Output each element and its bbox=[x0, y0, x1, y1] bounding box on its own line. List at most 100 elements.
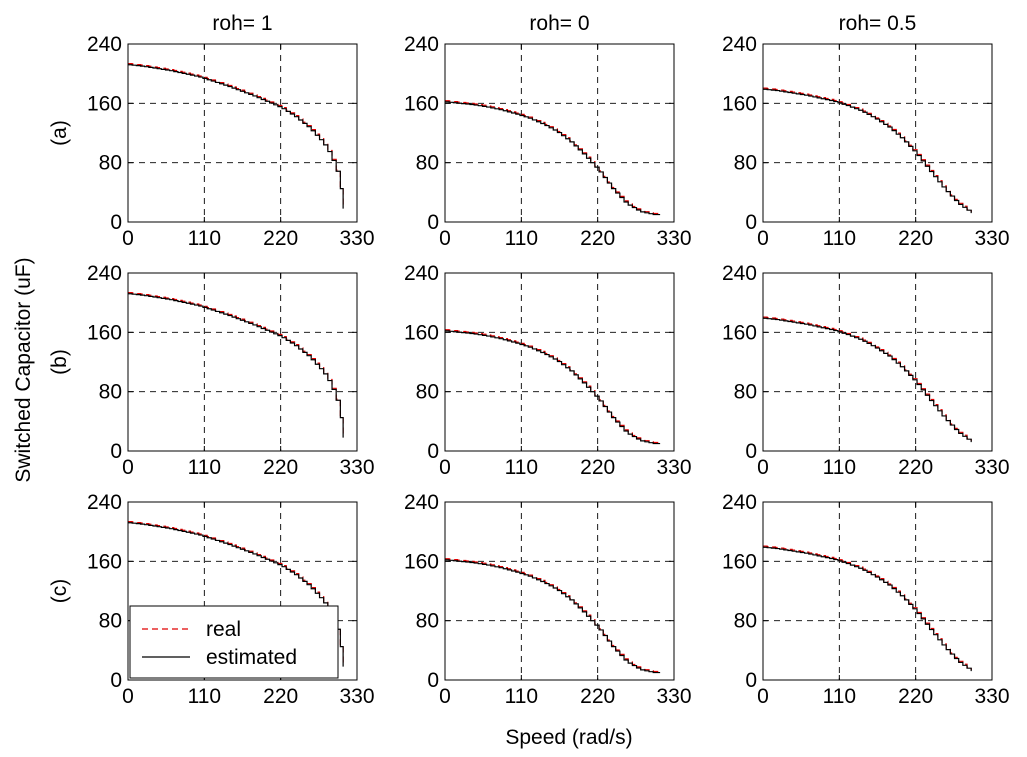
x-tick-label: 220 bbox=[263, 227, 298, 250]
plot-frame bbox=[127, 272, 358, 452]
x-tick-label: 330 bbox=[339, 685, 374, 708]
series-estimated-line bbox=[445, 559, 661, 674]
x-tick-label: 110 bbox=[823, 227, 856, 250]
legend: real estimated bbox=[129, 605, 339, 679]
plot-frame bbox=[444, 272, 675, 452]
series-real-line bbox=[445, 329, 661, 444]
y-tick-label: 160 bbox=[722, 550, 757, 573]
subplot-grid: 0 110 220 330 0 80 160 240 roh= 1 (a) 0 110 220 330 0 8… bbox=[48, 12, 1010, 708]
y-tick-label: 160 bbox=[404, 321, 439, 344]
y-tick-label: 80 bbox=[734, 610, 757, 633]
x-tick-label: 330 bbox=[656, 227, 691, 250]
y-tick-label: 240 bbox=[87, 33, 122, 56]
x-tick-label: 330 bbox=[974, 685, 1009, 708]
row-label: (a) bbox=[48, 120, 71, 146]
x-tick-label: 220 bbox=[263, 685, 298, 708]
subplot-3-1: 0 110 220 330 0 80 160 240 (c) real estimated bbox=[48, 491, 375, 708]
x-tick-label: 220 bbox=[580, 227, 615, 250]
series-estimated-line bbox=[128, 293, 344, 438]
x-tick-label: 110 bbox=[188, 456, 221, 479]
legend-estimated-label: estimated bbox=[206, 646, 297, 669]
subplot-1-2: 0 110 220 330 0 80 160 240 roh= 0 bbox=[404, 12, 692, 250]
y-tick-label: 80 bbox=[99, 610, 122, 633]
x-tick-label: 110 bbox=[823, 456, 856, 479]
legend-real-label: real bbox=[206, 618, 241, 641]
series-estimated-line bbox=[763, 546, 972, 672]
y-tick-label: 240 bbox=[404, 491, 439, 514]
y-tick-label: 80 bbox=[416, 610, 439, 633]
subplot-2-2: 0 110 220 330 0 80 160 240 bbox=[404, 262, 692, 479]
x-tick-label: 220 bbox=[580, 685, 615, 708]
series-estimated-line bbox=[763, 317, 972, 443]
subplot-2-1: 0 110 220 330 0 80 160 240 (b) bbox=[48, 262, 375, 479]
y-tick-label: 240 bbox=[404, 262, 439, 285]
y-tick-label: 0 bbox=[427, 211, 439, 234]
column-title: roh= 1 bbox=[212, 12, 272, 35]
subplot-2-3: 0 110 220 330 0 80 160 240 bbox=[722, 262, 1010, 479]
x-tick-label: 220 bbox=[898, 456, 933, 479]
x-tick-label: 110 bbox=[505, 227, 538, 250]
x-tick-label: 0 bbox=[757, 685, 769, 708]
y-tick-label: 160 bbox=[722, 321, 757, 344]
series-real-line bbox=[763, 87, 972, 212]
series-estimated-line bbox=[128, 522, 344, 667]
x-tick-label: 110 bbox=[505, 456, 538, 479]
x-tick-label: 330 bbox=[656, 685, 691, 708]
subplot-3-3: 0 110 220 330 0 80 160 240 bbox=[722, 491, 1010, 708]
y-tick-label: 0 bbox=[745, 669, 757, 692]
x-axis-label: Speed (rad/s) bbox=[505, 726, 632, 749]
y-tick-label: 80 bbox=[99, 152, 122, 175]
x-tick-label: 0 bbox=[757, 456, 769, 479]
y-tick-label: 0 bbox=[110, 211, 122, 234]
x-tick-label: 330 bbox=[656, 456, 691, 479]
column-title: roh= 0 bbox=[529, 12, 589, 35]
x-tick-label: 220 bbox=[263, 456, 298, 479]
x-tick-label: 330 bbox=[974, 227, 1009, 250]
series-estimated-line bbox=[763, 88, 972, 214]
y-tick-label: 0 bbox=[427, 440, 439, 463]
plot-frame bbox=[762, 501, 993, 681]
series-real-line bbox=[128, 292, 344, 437]
y-tick-label: 160 bbox=[404, 550, 439, 573]
x-tick-label: 0 bbox=[439, 227, 451, 250]
y-tick-label: 240 bbox=[87, 262, 122, 285]
x-tick-label: 330 bbox=[339, 227, 374, 250]
y-tick-label: 160 bbox=[87, 550, 122, 573]
subplot-1-1: 0 110 220 330 0 80 160 240 roh= 1 (a) bbox=[48, 12, 375, 250]
x-tick-label: 330 bbox=[974, 456, 1009, 479]
y-tick-label: 160 bbox=[87, 321, 122, 344]
y-tick-label: 160 bbox=[722, 92, 757, 115]
series-estimated-line bbox=[445, 330, 661, 445]
y-tick-label: 0 bbox=[110, 440, 122, 463]
series-real-line bbox=[763, 316, 972, 441]
y-tick-label: 240 bbox=[722, 33, 757, 56]
x-tick-label: 220 bbox=[580, 456, 615, 479]
x-tick-label: 330 bbox=[339, 456, 374, 479]
plot-frame bbox=[762, 272, 993, 452]
series-estimated-line bbox=[445, 101, 661, 216]
y-tick-label: 240 bbox=[722, 262, 757, 285]
x-tick-label: 110 bbox=[505, 685, 538, 708]
x-tick-label: 0 bbox=[439, 685, 451, 708]
y-tick-label: 0 bbox=[427, 669, 439, 692]
x-tick-label: 0 bbox=[122, 456, 134, 479]
subplot-3-2: 0 110 220 330 0 80 160 240 bbox=[404, 491, 692, 708]
y-tick-label: 160 bbox=[87, 92, 122, 115]
plot-frame bbox=[444, 43, 675, 223]
y-tick-label: 160 bbox=[404, 92, 439, 115]
y-tick-label: 80 bbox=[416, 152, 439, 175]
x-tick-label: 0 bbox=[122, 685, 134, 708]
y-tick-label: 240 bbox=[722, 491, 757, 514]
x-tick-label: 0 bbox=[439, 456, 451, 479]
y-tick-label: 240 bbox=[87, 491, 122, 514]
y-tick-label: 0 bbox=[745, 440, 757, 463]
y-tick-label: 0 bbox=[745, 211, 757, 234]
y-tick-label: 80 bbox=[734, 381, 757, 404]
plot-frame bbox=[762, 43, 993, 223]
column-title: roh= 0.5 bbox=[839, 12, 917, 35]
series-real-line bbox=[128, 63, 344, 208]
legend-box bbox=[129, 605, 339, 679]
x-tick-label: 220 bbox=[898, 685, 933, 708]
subplot-1-3: 0 110 220 330 0 80 160 240 roh= 0.5 bbox=[722, 12, 1010, 250]
y-tick-label: 80 bbox=[734, 152, 757, 175]
